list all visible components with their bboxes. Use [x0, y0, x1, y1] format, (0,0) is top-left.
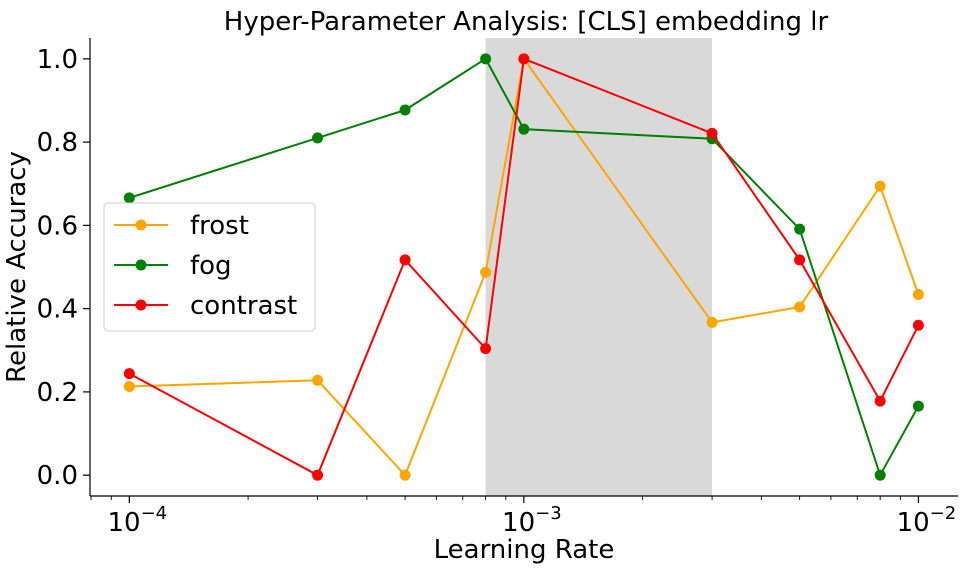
data-point-frost [312, 374, 324, 386]
series-layer [123, 53, 924, 481]
data-point-contrast [480, 343, 492, 355]
x-tick-label: 10−2 [897, 503, 957, 538]
data-point-frost [706, 316, 718, 328]
data-point-fog [912, 400, 924, 412]
data-point-fog [123, 192, 135, 204]
y-tick-label: 0.2 [37, 378, 78, 408]
legend-item-frost: frost [114, 211, 249, 241]
legend-marker [135, 299, 147, 311]
legend-box [103, 202, 316, 332]
shaded-region [485, 38, 713, 496]
data-point-contrast [912, 319, 924, 331]
data-point-frost [123, 380, 135, 392]
legend-item-fog: fog [114, 251, 232, 281]
data-point-contrast [518, 53, 530, 65]
data-point-frost [874, 180, 886, 192]
data-point-fog [480, 53, 492, 65]
legend: frost fog contrast [103, 202, 316, 332]
y-axis-label: Relative Accuracy [2, 151, 32, 383]
data-point-contrast [123, 368, 135, 380]
data-point-frost [399, 469, 411, 481]
data-point-fog [794, 223, 806, 235]
legend-label: frost [190, 211, 249, 241]
legend-label: fog [190, 251, 232, 281]
y-tick-label: 0.6 [37, 211, 78, 241]
x-axis-ticks: 10−4 10−3 10−2 [90, 496, 957, 538]
data-point-fog [312, 132, 324, 144]
x-axis-label: Learning Rate [434, 535, 615, 565]
x-tick-label: 10−3 [502, 503, 562, 538]
data-point-contrast [794, 254, 806, 266]
legend-marker [135, 219, 147, 231]
data-point-frost [794, 301, 806, 313]
legend-marker [135, 259, 147, 271]
data-point-fog [874, 469, 886, 481]
y-tick-label: 0.0 [37, 461, 78, 491]
data-point-frost [480, 266, 492, 278]
data-point-frost [912, 288, 924, 300]
chart-title: Hyper-Parameter Analysis: [CLS] embeddin… [224, 7, 829, 37]
series-contrast [123, 53, 924, 481]
shaded-region-layer [485, 38, 713, 496]
y-tick-label: 1.0 [37, 45, 78, 75]
data-point-fog [518, 123, 530, 135]
data-point-contrast [706, 127, 718, 139]
legend-label: contrast [190, 291, 297, 321]
data-point-contrast [312, 469, 324, 481]
data-point-fog [399, 104, 411, 116]
data-point-contrast [399, 254, 411, 266]
y-axis-ticks: 0.0 0.2 0.4 0.6 0.8 1.0 [37, 45, 90, 491]
series-fog [123, 53, 924, 481]
y-tick-label: 0.8 [37, 128, 78, 158]
x-tick-label: 10−4 [107, 503, 167, 538]
y-tick-label: 0.4 [37, 295, 78, 325]
data-point-contrast [874, 395, 886, 407]
legend-item-contrast: contrast [114, 291, 297, 321]
